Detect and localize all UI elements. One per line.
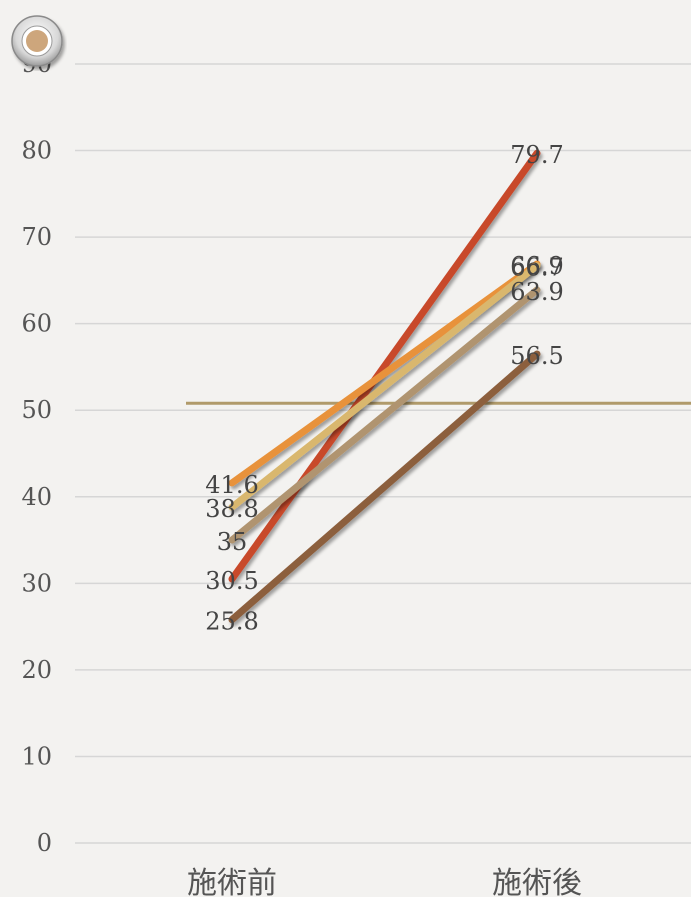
- data-label: 66.9: [510, 252, 563, 280]
- series-line: [228, 262, 541, 511]
- y-tick-label: 0: [37, 829, 52, 857]
- series-line: [228, 149, 541, 583]
- y-tick-label: 50: [21, 396, 52, 424]
- series-layer: [228, 149, 541, 624]
- y-tick-label: 30: [21, 569, 52, 597]
- data-label: 63.9: [510, 278, 563, 306]
- data-label: 30.5: [205, 567, 258, 595]
- y-tick-label: 20: [21, 656, 52, 684]
- grid-lines: [75, 63, 691, 844]
- data-label: 38.8: [205, 495, 258, 523]
- data-label: 66.7: [510, 254, 563, 282]
- x-tick-label: 施術後: [492, 866, 582, 897]
- pin-icon[interactable]: [11, 15, 63, 67]
- data-label: 35: [217, 528, 248, 556]
- y-tick-label: 10: [21, 742, 52, 770]
- y-tick-label: 60: [21, 310, 52, 338]
- series-line: [228, 350, 541, 624]
- y-tick-label: 70: [21, 223, 52, 251]
- data-label: 56.5: [510, 342, 563, 370]
- series-line: [228, 260, 541, 487]
- x-axis-ticks: 施術前 施術後: [187, 866, 582, 897]
- y-tick-label: 40: [21, 483, 52, 511]
- data-label: 41.6: [205, 471, 258, 499]
- data-labels: 30.5 79.7 41.6 66.9 38.8 66.7 35 63.9 25.8 56.5: [205, 141, 563, 636]
- y-tick-label: 80: [21, 137, 52, 165]
- data-label: 25.8: [205, 608, 258, 636]
- x-tick-label: 施術前: [187, 866, 277, 897]
- series-line: [228, 286, 541, 544]
- data-label: 79.7: [510, 141, 563, 169]
- y-axis-ticks: 0102030405060708090: [21, 50, 52, 857]
